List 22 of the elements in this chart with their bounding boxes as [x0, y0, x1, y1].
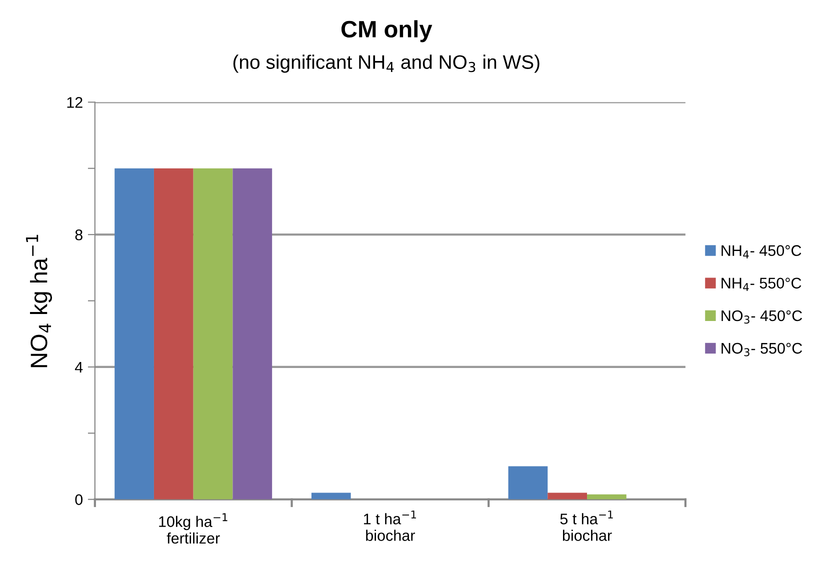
y-tick-label: 8 — [75, 229, 82, 240]
chart-title: CM only — [341, 20, 432, 42]
bar — [311, 492, 351, 500]
y-axis-title: NO$_{4}$ kg ha$^{−1}$ — [26, 234, 52, 368]
legend-label: NH$_{4}$- 450°C — [722, 245, 802, 258]
bar — [154, 168, 194, 500]
x-tick-label: 10kg ha$^{−1}$ fertilizer — [159, 513, 228, 544]
legend-label: NH$_{4}$- 550°C — [722, 278, 802, 291]
bar — [232, 168, 272, 500]
bar — [548, 492, 588, 500]
bar — [114, 168, 154, 500]
y-tick-label: 0 — [75, 494, 83, 506]
x-tick-label: 1 t ha$^{−1}$ biochar — [364, 510, 416, 541]
bar — [508, 466, 548, 500]
legend-label: NO$_{3}$- 550°C — [722, 342, 802, 356]
legend-label: NO$_{3}$- 450°C — [722, 310, 802, 324]
chart-subtitle: (no significant NH$_{4}$ and NO$_{3}$ in WS) — [233, 54, 540, 73]
y-tick-label: 12 — [67, 97, 82, 108]
x-tick-label: 5 t ha$^{−1}$ biochar — [560, 510, 613, 541]
bar — [193, 168, 233, 500]
y-tick-label: 4 — [74, 362, 83, 373]
bar — [587, 494, 626, 500]
